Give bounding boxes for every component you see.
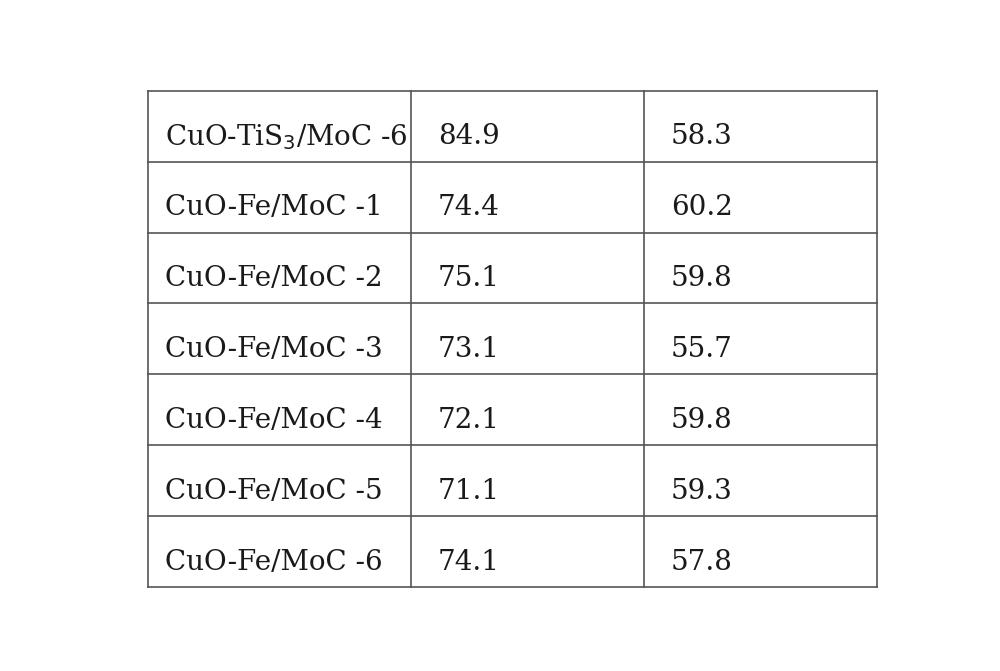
Text: CuO-TiS$_3$/MoC -6: CuO-TiS$_3$/MoC -6 [165,122,408,152]
Text: 55.7: 55.7 [671,336,733,363]
Text: 74.1: 74.1 [438,549,500,576]
Text: 60.2: 60.2 [671,195,733,221]
Text: 72.1: 72.1 [438,407,500,434]
Text: 58.3: 58.3 [671,123,733,150]
Text: CuO-Fe/MoC -1: CuO-Fe/MoC -1 [165,195,383,221]
Text: 84.9: 84.9 [438,123,499,150]
Text: CuO-Fe/MoC -4: CuO-Fe/MoC -4 [165,407,383,434]
Text: CuO-Fe/MoC -6: CuO-Fe/MoC -6 [165,549,383,576]
Text: 71.1: 71.1 [438,478,500,505]
Text: 59.8: 59.8 [671,407,733,434]
Text: 73.1: 73.1 [438,336,500,363]
Text: 57.8: 57.8 [671,549,733,576]
Text: 59.3: 59.3 [671,478,733,505]
Text: 74.4: 74.4 [438,195,500,221]
Text: 75.1: 75.1 [438,265,500,292]
Text: CuO-Fe/MoC -2: CuO-Fe/MoC -2 [165,265,383,292]
Text: CuO-Fe/MoC -3: CuO-Fe/MoC -3 [165,336,383,363]
Text: CuO-Fe/MoC -5: CuO-Fe/MoC -5 [165,478,383,505]
Text: 59.8: 59.8 [671,265,733,292]
